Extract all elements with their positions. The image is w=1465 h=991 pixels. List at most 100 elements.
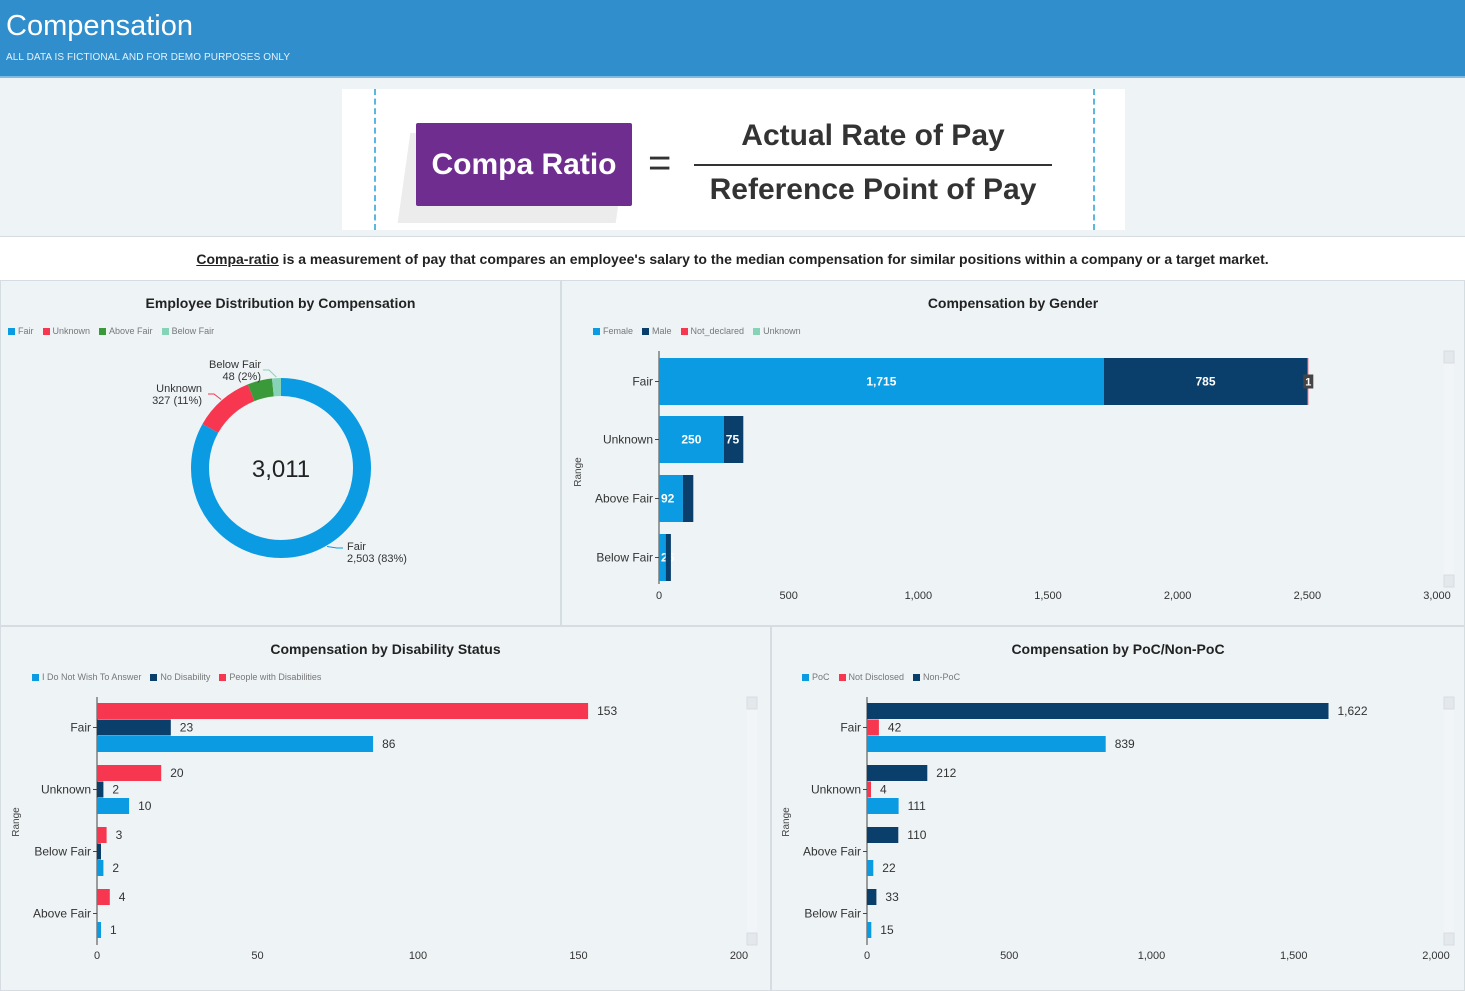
scroll-up-button[interactable] [746,696,758,710]
legend-swatch [219,674,227,681]
legend-item[interactable]: PoC [802,672,830,682]
description-body: is a measurement of pay that compares an… [278,251,1269,267]
legend-item[interactable]: Unknown [753,326,801,336]
bar-people-with-disabilities[interactable] [97,703,589,719]
bar-no-disability[interactable] [97,843,101,860]
x-tick-label: 2,000 [1422,950,1450,962]
legend-swatch [32,674,39,681]
legend-item[interactable]: Above Fair [99,326,153,336]
legend-item[interactable]: Unknown [42,326,91,336]
scroll-up-button[interactable] [1443,696,1455,710]
bar-poc[interactable] [867,860,874,876]
bar-female[interactable] [659,475,683,522]
bar-female[interactable] [659,358,1104,405]
bar-non-poc[interactable] [867,889,877,905]
legend-label: Unknown [763,326,801,336]
legend-swatch [753,328,761,335]
compa-ratio-link[interactable]: Compa-ratio [196,251,279,267]
data-label: 839 [1115,737,1135,751]
data-label-bg [1303,374,1314,389]
formula-numerator: Actual Rate of Pay [741,119,1005,152]
donut-slice-value: 327 (11%) [152,395,202,407]
legend-swatch [161,328,169,335]
bar-male[interactable] [682,475,694,522]
scrollbar-track[interactable] [747,697,757,945]
donut-slice-value: 2,503 (83%) [347,553,407,565]
bar-not-disclosed[interactable] [867,719,879,736]
bar-female[interactable] [659,534,666,581]
bar-people-with-disabilities[interactable] [97,765,162,781]
data-label: 250 [681,433,701,447]
bar-i-do-not-wish-to-answer[interactable] [97,736,374,752]
bar-male[interactable] [1103,358,1308,405]
legend-item[interactable]: Not_declared [680,326,744,336]
data-label: 1,622 [1338,704,1368,718]
chart-title: Compensation by Disability Status [270,641,501,657]
scroll-up-button[interactable] [1443,350,1455,364]
bar-male[interactable] [723,416,744,463]
legend-item[interactable]: Fair [8,326,34,336]
bar-poc[interactable] [867,922,872,938]
bar-i-do-not-wish-to-answer[interactable] [97,798,130,814]
x-tick-label: 1,500 [1034,590,1062,602]
data-label: 2 [112,861,119,875]
bar-non-poc[interactable] [867,765,928,781]
page-title: Compensation [6,10,193,42]
scroll-down-button[interactable] [1443,932,1455,946]
legend-item[interactable]: People with Disabilities [219,672,321,682]
formula-denominator: Reference Point of Pay [709,173,1037,206]
legend-item[interactable]: Non-PoC [913,672,960,682]
data-label: 1,715 [866,375,896,389]
scroll-down-button[interactable] [1443,574,1455,588]
legend-item[interactable]: No Disability [150,672,210,682]
scroll-down-button[interactable] [746,932,758,946]
scrollbar-track[interactable] [1444,351,1454,587]
chart-title: Employee Distribution by Compensation [145,295,416,311]
donut-slice-value: 48 (2%) [222,371,261,383]
bar-people-with-disabilities[interactable] [97,889,110,905]
chart-legend: I Do Not Wish To Answer No Disability Peop… [32,672,330,682]
donut-slice-above-fair[interactable] [247,378,275,402]
bar-i-do-not-wish-to-answer[interactable] [97,922,101,938]
bar-male[interactable] [665,534,671,581]
bar-people-with-disabilities[interactable] [97,827,107,843]
x-tick-label: 0 [656,590,662,602]
donut-leader-line [263,369,277,378]
y-axis-title: Range [573,457,584,487]
equals-sign: = [648,141,672,185]
bar-i-do-not-wish-to-answer[interactable] [97,860,104,876]
x-tick-label: 1,000 [1138,950,1166,962]
data-label: 20 [170,766,184,780]
bar-poc[interactable] [867,798,899,814]
scrollbar-track[interactable] [1444,697,1454,945]
legend-item[interactable]: I Do Not Wish To Answer [32,672,141,682]
donut-slice-unknown[interactable] [202,384,255,434]
bar-non-poc[interactable] [867,827,899,843]
bar-no-disability[interactable] [97,781,104,798]
banner-divider-left [374,89,376,230]
chart-title: Compensation by Gender [927,295,1099,311]
donut-slice-fair[interactable] [191,378,371,558]
legend-label: No Disability [160,672,211,682]
legend-item[interactable]: Male [642,326,672,336]
legend-label: Below Fair [171,326,215,336]
bar-female[interactable] [659,416,724,463]
compa-ratio-banner: Compa Ratio = Actual Rate of Pay Referen… [342,89,1125,230]
legend-label: People with Disabilities [229,672,322,682]
panel-compensation-by-poc: Compensation by PoC/Non-PoC PoC Not Discl… [771,626,1465,991]
bar-not-disclosed[interactable] [867,781,871,798]
bar-poc[interactable] [867,736,1106,752]
legend-item[interactable]: Female [593,326,633,336]
legend-item[interactable]: Not Disclosed [838,672,904,682]
x-tick-label: 500 [779,590,797,602]
bar-non-poc[interactable] [867,703,1329,719]
data-label: 153 [597,704,617,718]
legend-label: Fair [18,326,34,336]
legend-label: Unknown [52,326,91,336]
bar-no-disability[interactable] [97,719,171,736]
panel-compensation-by-disability: Compensation by Disability Status I Do N… [0,626,771,991]
legend-item[interactable]: Below Fair [161,326,215,336]
data-label: 86 [382,737,396,751]
